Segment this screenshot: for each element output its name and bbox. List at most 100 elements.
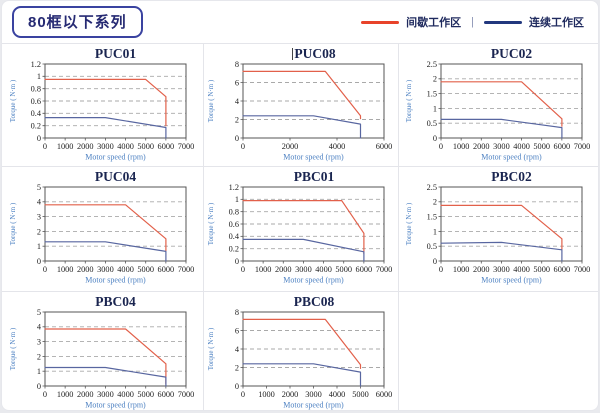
chart-title: PBC02 xyxy=(491,169,532,184)
svg-text:5000: 5000 xyxy=(533,142,550,151)
svg-text:0: 0 xyxy=(241,142,245,151)
svg-text:4: 4 xyxy=(235,345,240,354)
chart-title: PBC01 xyxy=(293,169,335,184)
svg-text:0: 0 xyxy=(235,257,239,266)
svg-text:6000: 6000 xyxy=(376,142,393,151)
svg-text:1: 1 xyxy=(36,242,40,251)
svg-text:5000: 5000 xyxy=(137,142,154,151)
svg-text:4: 4 xyxy=(36,198,41,207)
torque-speed-plot: 0 0.5 1 1.5 2 2.5 0 1000 2000 3000 4000 5000 6000 700… xyxy=(405,61,590,162)
svg-text:0: 0 xyxy=(235,382,239,391)
svg-text:6000: 6000 xyxy=(157,265,174,274)
svg-text:1: 1 xyxy=(36,367,40,376)
svg-text:Torque ( N·m ): Torque ( N·m ) xyxy=(207,202,215,245)
svg-text:2000: 2000 xyxy=(472,265,489,274)
svg-text:1000: 1000 xyxy=(258,390,275,399)
svg-text:2000: 2000 xyxy=(76,390,93,399)
svg-text:0: 0 xyxy=(241,265,245,274)
svg-text:1.5: 1.5 xyxy=(426,90,436,99)
torque-speed-plot: 0 1 2 3 4 5 0 1000 2000 3000 4000 5000 6000 7000 Motor… xyxy=(9,184,194,285)
torque-speed-plot: 00.20.40.60.811.20 1000 2000 3000 4000 5000 60… xyxy=(207,184,392,285)
chart-cell-puc08: PUC08 0 2 4 6 8 0 2000 4000 6000 Motor speed (rpm)… xyxy=(204,44,399,167)
svg-text:6: 6 xyxy=(235,78,239,87)
svg-text:6000: 6000 xyxy=(376,390,393,399)
text-cursor xyxy=(292,48,294,60)
svg-text:3: 3 xyxy=(36,338,40,347)
continuous-zone-swatch xyxy=(484,20,522,24)
svg-text:7000: 7000 xyxy=(573,142,590,151)
svg-text:2000: 2000 xyxy=(76,265,93,274)
svg-text:2: 2 xyxy=(432,198,436,207)
continuous-zone-label: 连续工作区 xyxy=(529,17,584,29)
svg-text:7000: 7000 xyxy=(177,265,194,274)
svg-text:4: 4 xyxy=(36,323,41,332)
chart-cell-pbc08: PBC08 0 2 4 6 8 0 1000 2000 3000 4000 5000 6000 Motor… xyxy=(204,292,399,410)
svg-text:0: 0 xyxy=(36,257,40,266)
svg-text:0: 0 xyxy=(432,257,436,266)
svg-text:3000: 3000 xyxy=(97,390,114,399)
chart-grid: PUC01 0 0.2 0.4 0.6 0.8 1 1.2 0 1000 2000 3000 4000 5… xyxy=(2,44,598,410)
svg-text:Torque ( N·m ): Torque ( N·m ) xyxy=(405,79,413,122)
chart-cell-pbc02: PBC02 0 0.5 1 1.5 2 2.5 0 1000 2000 3000 4000 5000 60… xyxy=(399,167,598,292)
chart-cell-puc02: PUC02 0 0.5 1 1.5 2 2.5 0 1000 2000 3000 4000 5000 60… xyxy=(399,44,598,167)
svg-text:2000: 2000 xyxy=(275,265,292,274)
svg-text:Torque ( N·m ): Torque ( N·m ) xyxy=(9,327,17,370)
chart-title: PUC04 xyxy=(94,169,137,184)
legend-separator: | xyxy=(471,16,474,28)
svg-text:1.2: 1.2 xyxy=(229,184,239,192)
svg-text:Motor speed (rpm): Motor speed (rpm) xyxy=(481,153,542,162)
svg-text:2: 2 xyxy=(235,363,239,372)
svg-text:4000: 4000 xyxy=(513,265,530,274)
svg-text:0: 0 xyxy=(36,134,40,143)
svg-text:0.6: 0.6 xyxy=(229,220,239,229)
svg-text:4000: 4000 xyxy=(117,142,134,151)
svg-text:5000: 5000 xyxy=(335,265,352,274)
svg-text:1000: 1000 xyxy=(56,265,73,274)
svg-text:Torque ( N·m ): Torque ( N·m ) xyxy=(9,202,17,245)
svg-text:0.6: 0.6 xyxy=(30,97,40,106)
svg-text:0: 0 xyxy=(432,134,436,143)
chart-cell-pbc04: PBC04 0 1 2 3 4 5 0 1000 2000 3000 4000 5000 6000 7000… xyxy=(2,292,204,410)
chart-cell-puc04: PUC04 0 1 2 3 4 5 0 1000 2000 3000 4000 5000 6000 7000… xyxy=(2,167,204,292)
svg-text:3000: 3000 xyxy=(493,142,510,151)
svg-text:2000: 2000 xyxy=(76,142,93,151)
svg-text:0: 0 xyxy=(42,390,46,399)
torque-speed-plot: 0 0.5 1 1.5 2 2.5 0 1000 2000 3000 4000 5000 6000 700… xyxy=(405,184,590,285)
svg-text:1.5: 1.5 xyxy=(426,213,436,222)
svg-text:0: 0 xyxy=(42,265,46,274)
svg-text:0.5: 0.5 xyxy=(426,119,436,128)
header: 80框以下系列 间歇工作区 | 连续工作区 xyxy=(2,1,598,44)
svg-text:6: 6 xyxy=(235,326,239,335)
chart-title: PUC02 xyxy=(490,46,533,61)
svg-text:2: 2 xyxy=(235,115,239,124)
svg-text:2.5: 2.5 xyxy=(426,184,436,192)
svg-text:0: 0 xyxy=(36,382,40,391)
svg-text:0.8: 0.8 xyxy=(229,208,239,217)
svg-text:0.2: 0.2 xyxy=(30,122,40,131)
svg-text:7000: 7000 xyxy=(177,390,194,399)
intermittent-zone-label: 间歇工作区 xyxy=(406,17,462,29)
chart-title: PBC08 xyxy=(293,294,335,309)
svg-text:4: 4 xyxy=(235,97,240,106)
svg-text:6000: 6000 xyxy=(553,142,570,151)
svg-text:Motor speed (rpm): Motor speed (rpm) xyxy=(283,401,344,410)
svg-text:0: 0 xyxy=(241,390,245,399)
svg-text:4000: 4000 xyxy=(329,142,346,151)
svg-text:0.8: 0.8 xyxy=(30,85,40,94)
svg-text:7000: 7000 xyxy=(177,142,194,151)
svg-text:Motor speed (rpm): Motor speed (rpm) xyxy=(85,153,146,162)
svg-text:5: 5 xyxy=(36,309,40,317)
svg-text:0.5: 0.5 xyxy=(426,242,436,251)
svg-text:0: 0 xyxy=(438,142,442,151)
torque-speed-plot: 00.20.40.60.811.20 1000 2000 3000 4000 5000 60… xyxy=(9,61,194,162)
svg-text:5000: 5000 xyxy=(137,265,154,274)
svg-text:7000: 7000 xyxy=(573,265,590,274)
svg-text:1: 1 xyxy=(235,195,239,204)
svg-text:4000: 4000 xyxy=(117,390,134,399)
svg-text:0.2: 0.2 xyxy=(229,245,239,254)
svg-text:1: 1 xyxy=(432,104,436,113)
svg-text:1000: 1000 xyxy=(56,142,73,151)
svg-text:2.5: 2.5 xyxy=(426,61,436,69)
svg-text:2000: 2000 xyxy=(282,390,299,399)
